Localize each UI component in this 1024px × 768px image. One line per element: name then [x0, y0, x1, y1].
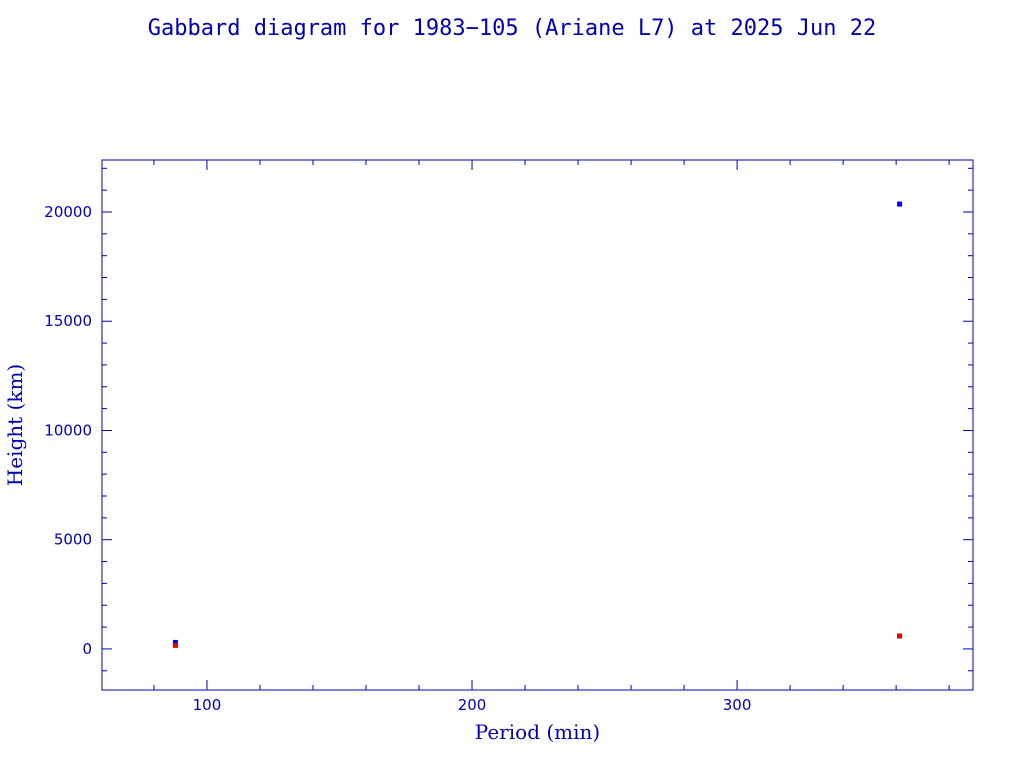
chart-title: Gabbard diagram for 1983−105 (Ariane L7)… [147, 16, 877, 41]
plot-frame [101, 159, 974, 691]
x-tick-label: 100 [193, 696, 222, 714]
y-axis-label: Height (km) [3, 364, 27, 486]
y-tick-label: 5000 [54, 531, 92, 549]
x-axis-label: Period (min) [475, 720, 600, 744]
y-tick-label: 0 [82, 640, 92, 658]
y-tick-label: 20000 [44, 203, 92, 221]
perigee-point [172, 642, 178, 648]
x-tick-label: 200 [458, 696, 487, 714]
perigee-point [897, 633, 903, 639]
x-tick-label: 300 [723, 696, 752, 714]
apogee-point [172, 639, 178, 645]
apogee-point [897, 201, 903, 207]
y-tick-label: 15000 [44, 312, 92, 330]
y-tick-label: 10000 [44, 421, 92, 439]
